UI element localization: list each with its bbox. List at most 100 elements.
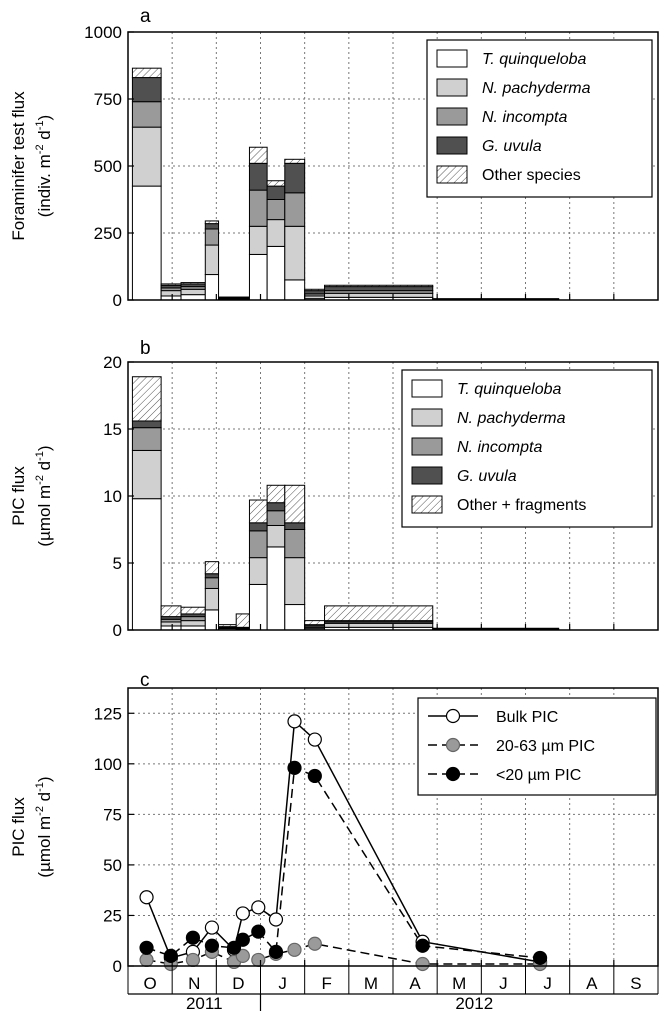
bar-n-incompta bbox=[204, 577, 220, 589]
legend-label-g-uvula: G. uvula bbox=[482, 138, 542, 155]
bar-other bbox=[204, 561, 220, 575]
legend-swatch-n-pachyderma bbox=[436, 78, 468, 97]
bar-g-uvula bbox=[204, 573, 220, 579]
legend-label-n-pachyderma: N. pachyderma bbox=[457, 410, 566, 427]
bar-other bbox=[160, 283, 182, 286]
series-point-1 bbox=[139, 952, 154, 968]
y-axis-unit: (indiv. m-2 d-1) bbox=[34, 115, 54, 217]
bar-other bbox=[235, 613, 250, 628]
bar-n-incompta bbox=[284, 192, 306, 227]
legend-swatch-other bbox=[436, 165, 468, 184]
bar-other bbox=[180, 282, 206, 285]
bar-n-incompta bbox=[131, 101, 162, 128]
legend-label-2: <20 µm PIC bbox=[496, 767, 581, 784]
y-axis-unit-part: (µmol m bbox=[35, 485, 54, 547]
bar-t-quinqueloba bbox=[248, 253, 268, 301]
month-label: A bbox=[409, 974, 421, 993]
bar-other bbox=[266, 484, 286, 504]
bar-n-pachyderma bbox=[180, 288, 206, 296]
bar-n-pachyderma bbox=[180, 620, 206, 627]
bar-g-uvula bbox=[324, 286, 434, 292]
series-point-0 bbox=[268, 912, 284, 927]
series-point-1 bbox=[307, 936, 322, 951]
bar-other bbox=[284, 484, 306, 524]
bar-other bbox=[284, 158, 306, 164]
y-axis-unit-part: ) bbox=[35, 115, 54, 121]
ytick-label: 50 bbox=[103, 856, 122, 875]
legend-swatch-n-incompta bbox=[411, 437, 443, 456]
bar-t-quinqueloba bbox=[248, 583, 268, 631]
legend-swatch-n-pachyderma bbox=[411, 408, 443, 427]
bar-n-incompta bbox=[248, 530, 268, 559]
month-label: J bbox=[543, 974, 552, 993]
legend-label-0: Bulk PIC bbox=[496, 709, 558, 726]
bar-t-quinqueloba bbox=[266, 546, 286, 631]
bar-other bbox=[204, 220, 220, 225]
legend-swatch-g-uvula bbox=[436, 136, 468, 155]
y-axis-unit-part: -1 bbox=[34, 451, 46, 461]
ytick-label: 75 bbox=[103, 805, 122, 824]
bar-n-incompta bbox=[248, 189, 268, 227]
legend-swatch-g-uvula bbox=[411, 466, 443, 485]
series-point-2 bbox=[268, 944, 284, 959]
bar-other bbox=[180, 606, 206, 615]
bar-other bbox=[131, 376, 162, 422]
legend-swatch-other bbox=[411, 495, 443, 514]
y-axis-unit-part: -1 bbox=[34, 120, 46, 130]
series-point-2 bbox=[163, 948, 178, 963]
legend-label-other: Other + fragments bbox=[457, 497, 586, 514]
bar-g-uvula bbox=[266, 502, 286, 512]
panel-label-b: b bbox=[140, 338, 151, 359]
bar-n-incompta bbox=[180, 616, 206, 622]
series-point-2 bbox=[415, 938, 430, 953]
legend-box bbox=[401, 369, 653, 528]
series-point-2 bbox=[139, 940, 154, 955]
series-point-1 bbox=[185, 952, 201, 968]
bar-other bbox=[304, 288, 326, 292]
y-axis-unit-part: -2 bbox=[34, 475, 46, 485]
bar-other bbox=[304, 620, 326, 626]
month-label: O bbox=[143, 974, 156, 993]
series-point-2 bbox=[235, 932, 250, 947]
bar-n-pachyderma bbox=[131, 126, 162, 187]
bar-other bbox=[160, 605, 182, 618]
bar-t-quinqueloba bbox=[131, 498, 162, 631]
bar-n-pachyderma bbox=[248, 225, 268, 255]
bar-other bbox=[131, 67, 162, 79]
month-label: A bbox=[586, 974, 598, 993]
month-label: J bbox=[278, 974, 287, 993]
ytick-label: 15 bbox=[103, 420, 122, 439]
ytick-label: 10 bbox=[103, 487, 122, 506]
panel-label-c: c bbox=[140, 670, 150, 691]
series-point-1 bbox=[251, 952, 266, 968]
month-label: N bbox=[188, 974, 200, 993]
series-point-2 bbox=[287, 760, 302, 775]
bar-t-quinqueloba bbox=[180, 294, 206, 301]
y-axis-unit-part: ) bbox=[35, 445, 54, 451]
legend-label-g-uvula: G. uvula bbox=[457, 468, 517, 485]
y-axis-label: Foraminifer test flux bbox=[9, 91, 28, 241]
y-axis-unit-part: (indiv. m bbox=[35, 154, 54, 217]
bar-n-pachyderma bbox=[284, 557, 306, 606]
legend-marker-0 bbox=[445, 708, 461, 724]
ytick-label: 750 bbox=[94, 90, 122, 109]
y-axis-unit: (µmol m-2 d-1) bbox=[34, 776, 54, 877]
bar-n-pachyderma bbox=[160, 621, 182, 627]
ytick-label: 0 bbox=[113, 291, 122, 310]
bar-g-uvula bbox=[248, 162, 268, 191]
ytick-label: 250 bbox=[94, 224, 122, 243]
legend-marker-1 bbox=[445, 737, 461, 753]
bar-n-pachyderma bbox=[131, 449, 162, 500]
bar-n-incompta bbox=[204, 228, 220, 246]
series-point-0 bbox=[307, 732, 322, 747]
y-axis-unit-part: -2 bbox=[34, 144, 46, 154]
month-label: J bbox=[499, 974, 508, 993]
series-point-1 bbox=[415, 956, 430, 972]
bar-n-pachyderma bbox=[160, 290, 182, 297]
bar-n-pachyderma bbox=[266, 219, 286, 247]
month-label: M bbox=[452, 974, 466, 993]
legend-label-n-pachyderma: N. pachyderma bbox=[482, 80, 591, 97]
panel-c: 0 25 50 75 100 125 PIC flux (µmol m-2 d-1) Bulk … bbox=[9, 687, 659, 1011]
bar-t-quinqueloba bbox=[131, 185, 162, 301]
bar-g-uvula bbox=[248, 522, 268, 532]
